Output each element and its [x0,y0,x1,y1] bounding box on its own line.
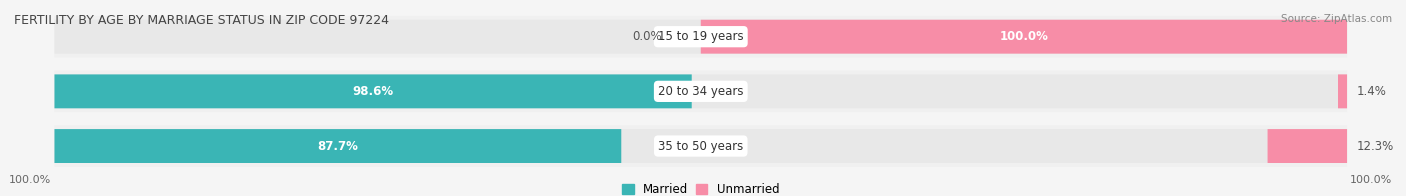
Text: Source: ZipAtlas.com: Source: ZipAtlas.com [1281,14,1392,24]
FancyBboxPatch shape [1268,129,1347,163]
Text: 12.3%: 12.3% [1357,140,1393,152]
FancyBboxPatch shape [55,74,1347,108]
FancyBboxPatch shape [1339,74,1347,108]
FancyBboxPatch shape [55,129,1347,163]
Text: 87.7%: 87.7% [318,140,359,152]
Text: FERTILITY BY AGE BY MARRIAGE STATUS IN ZIP CODE 97224: FERTILITY BY AGE BY MARRIAGE STATUS IN Z… [14,14,389,27]
Text: 1.4%: 1.4% [1357,85,1386,98]
Text: 98.6%: 98.6% [353,85,394,98]
FancyBboxPatch shape [700,20,1347,54]
Text: 100.0%: 100.0% [1000,30,1049,43]
FancyBboxPatch shape [55,16,1347,57]
Text: 100.0%: 100.0% [1350,175,1392,185]
Text: 15 to 19 years: 15 to 19 years [658,30,744,43]
Text: 0.0%: 0.0% [633,30,662,43]
Text: 20 to 34 years: 20 to 34 years [658,85,744,98]
FancyBboxPatch shape [55,129,621,163]
Text: 35 to 50 years: 35 to 50 years [658,140,744,152]
FancyBboxPatch shape [55,125,1347,167]
FancyBboxPatch shape [55,74,692,108]
FancyBboxPatch shape [55,71,1347,112]
Text: 100.0%: 100.0% [10,175,52,185]
FancyBboxPatch shape [55,20,1347,54]
Legend: Married, Unmarried: Married, Unmarried [621,183,779,196]
